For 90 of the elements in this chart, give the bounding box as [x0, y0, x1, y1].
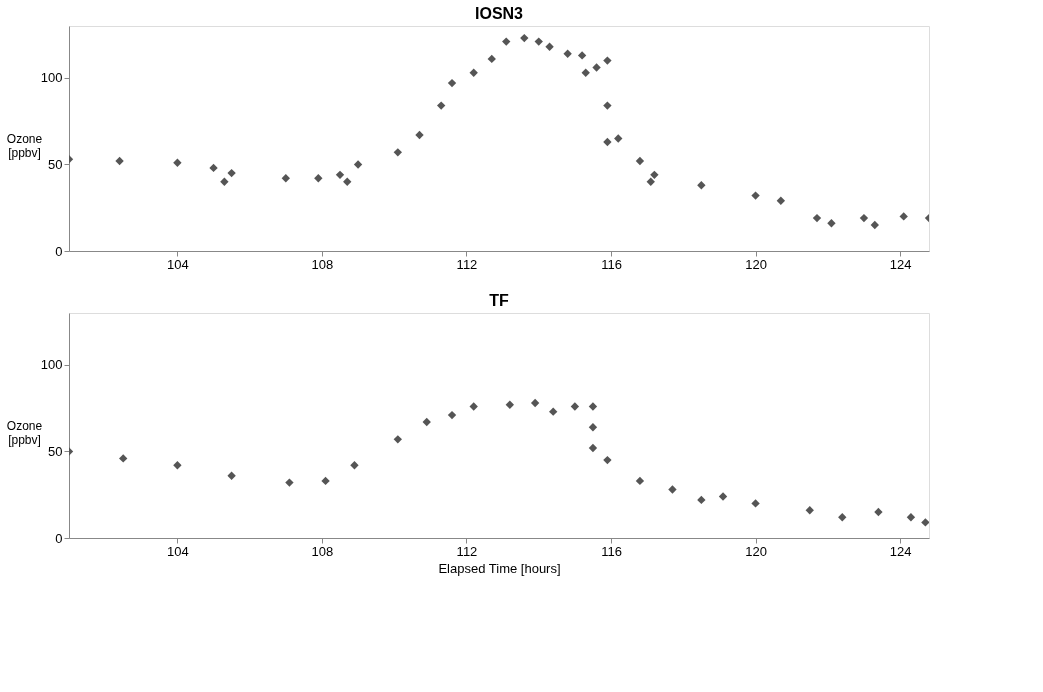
point	[603, 137, 612, 147]
y-tick-label: 0	[55, 530, 63, 546]
x-tick-label: 112	[456, 543, 478, 559]
point	[588, 423, 598, 432]
point	[870, 220, 879, 230]
point	[577, 51, 587, 60]
point	[314, 174, 323, 183]
point	[502, 37, 511, 46]
point	[812, 213, 822, 223]
x-tick-label: 108	[311, 256, 334, 272]
point	[588, 443, 598, 453]
point	[776, 196, 786, 205]
point	[563, 49, 572, 58]
point	[437, 101, 446, 110]
point	[588, 402, 598, 411]
point	[921, 518, 929, 527]
point	[487, 54, 496, 64]
x-axis-title: Elapsed Time [hours]	[438, 560, 561, 576]
x-tick-label: 108	[311, 543, 334, 559]
x-tick-label: 116	[601, 256, 622, 272]
point	[415, 130, 424, 140]
y-tick-label: 50	[48, 156, 63, 172]
point	[697, 495, 706, 505]
point	[343, 177, 352, 186]
point	[838, 513, 847, 522]
point	[119, 454, 128, 463]
point	[650, 170, 659, 180]
point	[350, 461, 359, 470]
point	[581, 68, 590, 77]
point	[874, 507, 883, 517]
x-tick-label: 104	[167, 543, 189, 559]
point	[209, 163, 218, 173]
x-tick-label: 124	[889, 543, 912, 559]
point	[570, 402, 580, 411]
chart-title: TF	[489, 292, 509, 309]
point	[353, 160, 363, 169]
point	[321, 476, 330, 486]
point	[469, 68, 478, 77]
point	[335, 170, 345, 180]
y-axis-title: Ozone [ppbv]	[6, 419, 43, 447]
point	[635, 156, 645, 166]
point	[751, 191, 760, 200]
x-tick-label: 120	[745, 543, 767, 559]
point	[520, 33, 529, 43]
point	[614, 134, 623, 143]
point	[646, 177, 655, 186]
point	[220, 177, 229, 186]
point	[393, 148, 403, 157]
y-axis-title: Ozone [ppbv]	[6, 132, 43, 160]
point	[115, 156, 124, 166]
y-tick-label: 100	[40, 70, 63, 86]
point	[603, 56, 612, 65]
point	[668, 485, 677, 494]
point	[549, 407, 558, 416]
x-tick-label: 112	[456, 256, 478, 272]
point	[227, 168, 236, 178]
point	[173, 461, 182, 470]
point	[603, 455, 612, 465]
point	[534, 37, 543, 46]
point	[635, 476, 645, 486]
x-tick-label: 116	[601, 543, 622, 559]
x-tick-label: 104	[167, 256, 189, 272]
point	[227, 471, 236, 480]
point	[718, 492, 728, 501]
point	[469, 402, 478, 411]
point	[173, 158, 182, 167]
x-tick-label: 120	[745, 256, 767, 272]
chart-title: IOSN3	[474, 5, 524, 22]
point	[697, 181, 706, 190]
point	[906, 513, 916, 522]
point	[805, 506, 814, 515]
point	[393, 435, 403, 444]
x-tick-label: 124	[889, 256, 912, 272]
point	[827, 219, 836, 228]
point	[285, 478, 294, 487]
point	[281, 174, 290, 183]
point	[751, 499, 760, 508]
y-tick-label: 100	[40, 357, 63, 373]
point	[447, 78, 457, 88]
point	[422, 417, 431, 427]
point	[899, 212, 908, 221]
point	[859, 213, 869, 223]
y-tick-label: 0	[55, 243, 63, 259]
point	[530, 398, 540, 408]
point	[545, 42, 554, 51]
point	[505, 400, 515, 409]
point	[447, 410, 457, 420]
point	[603, 101, 612, 110]
point	[592, 63, 601, 72]
y-tick-label: 50	[48, 443, 63, 459]
